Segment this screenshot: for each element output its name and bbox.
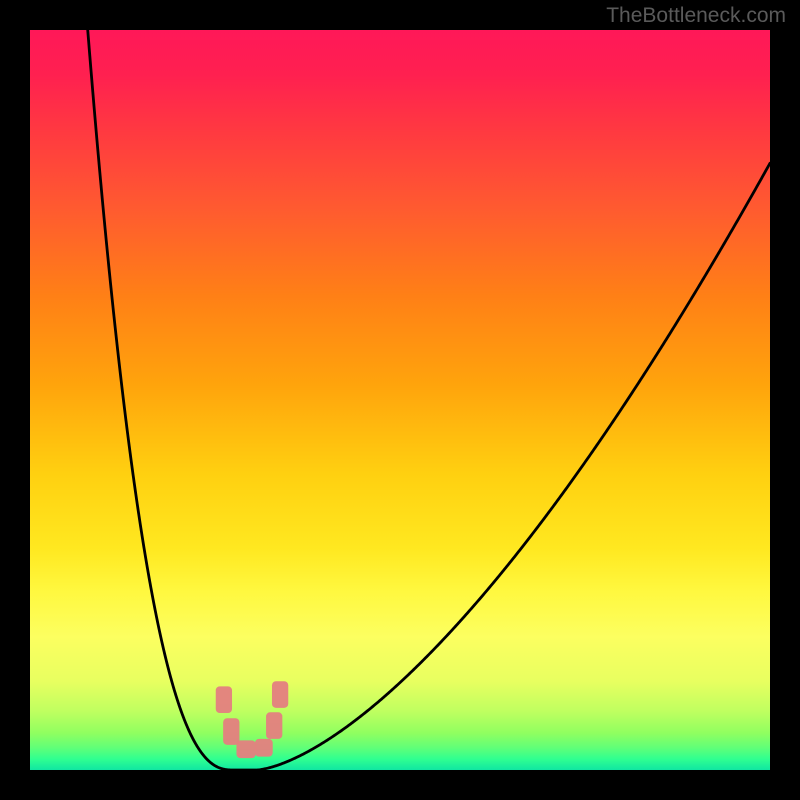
plot-background [30, 30, 770, 770]
curve-marker [255, 739, 273, 757]
curve-marker [272, 681, 288, 708]
chart-stage: TheBottleneck.com [0, 0, 800, 800]
curve-marker [266, 712, 282, 739]
curve-marker [236, 740, 255, 758]
bottleneck-chart [0, 0, 800, 800]
curve-marker [223, 718, 239, 745]
watermark-text: TheBottleneck.com [606, 4, 786, 28]
curve-marker [216, 686, 232, 713]
